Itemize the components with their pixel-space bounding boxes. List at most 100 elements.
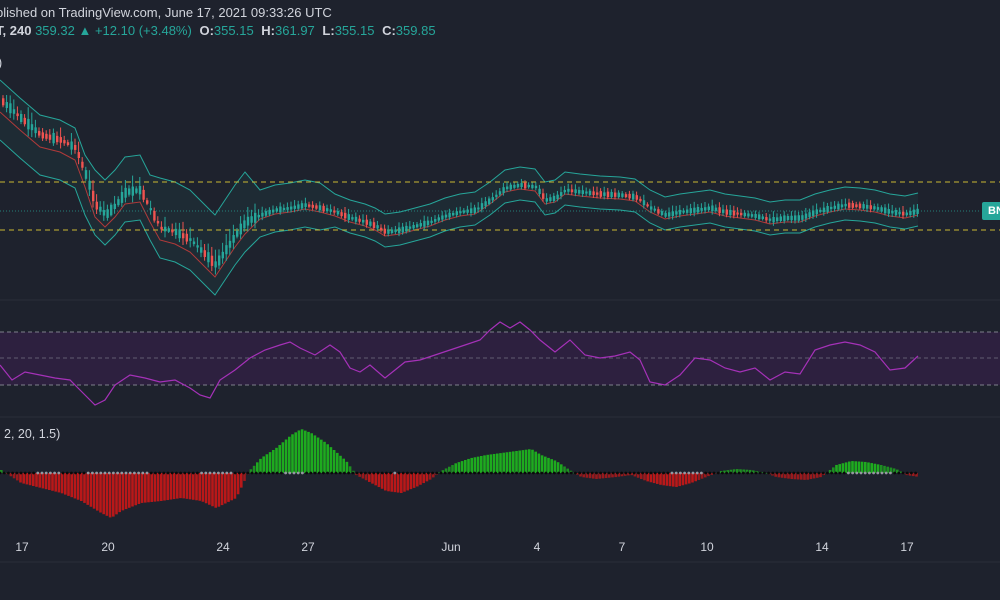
squeeze-dot: [309, 471, 313, 475]
squeeze-dot: [561, 471, 565, 475]
squeeze-dot: [842, 471, 846, 475]
squeeze-dot: [175, 471, 178, 475]
candle-body: [264, 211, 268, 216]
squeeze-dot: [569, 471, 573, 475]
squeeze-dot: [414, 471, 418, 475]
momentum-bar: [860, 461, 864, 473]
squeeze-dot: [910, 471, 913, 475]
squeeze-dot: [897, 471, 901, 475]
squeeze-dot: [149, 471, 153, 475]
squeeze-dot: [674, 471, 678, 475]
candle-body: [599, 191, 602, 197]
squeeze-dot: [733, 471, 737, 475]
candle-body: [786, 216, 790, 220]
momentum-bar: [553, 460, 557, 473]
squeeze-dot: [208, 471, 212, 475]
candle-body: [524, 182, 527, 189]
momentum-bar: [889, 467, 893, 473]
x-tick: 17: [900, 540, 914, 554]
candle-body: [124, 187, 127, 198]
momentum-bar: [128, 473, 131, 508]
candle-body: [664, 212, 667, 217]
candle-body: [743, 212, 746, 217]
squeeze-dot: [742, 471, 745, 475]
candle-body: [592, 191, 595, 196]
momentum-bar: [348, 466, 352, 473]
momentum-bar: [384, 473, 387, 491]
squeeze-dot: [162, 471, 166, 475]
momentum-bar: [41, 473, 45, 489]
open-label: O:: [199, 23, 214, 38]
squeeze-dot: [338, 471, 342, 475]
momentum-bar: [364, 473, 368, 481]
squeeze-dot: [800, 471, 804, 475]
squeeze-dot: [725, 471, 728, 475]
momentum-bar: [832, 467, 835, 473]
momentum-bar: [742, 469, 745, 473]
momentum-bar: [275, 447, 278, 473]
candle-body: [351, 217, 354, 220]
candle-body: [128, 188, 131, 195]
squeeze-dot: [334, 471, 338, 475]
squeeze-dot: [250, 471, 254, 475]
candle-body: [898, 211, 901, 215]
candle-body: [808, 212, 811, 218]
squeeze-dot: [628, 471, 632, 475]
momentum-bar: [118, 473, 121, 513]
momentum-bar: [124, 473, 128, 510]
momentum-bar: [512, 451, 515, 473]
squeeze-dot: [107, 471, 111, 475]
momentum-bar: [217, 473, 221, 507]
candle-body: [491, 197, 494, 201]
momentum-bar: [112, 473, 115, 517]
candle-body: [383, 228, 386, 234]
squeeze-dot: [901, 471, 905, 475]
high-value: 361.97: [275, 23, 315, 38]
candle-body: [178, 229, 181, 239]
squeeze-dot: [78, 471, 82, 475]
momentum-bar: [51, 473, 54, 491]
momentum-bar: [844, 462, 848, 473]
candle-body: [390, 229, 394, 233]
candle-body: [700, 207, 703, 211]
squeeze-dot: [137, 471, 141, 475]
momentum-bar: [867, 462, 870, 473]
momentum-bar: [601, 473, 605, 479]
candle-body: [12, 109, 16, 114]
candle-body: [146, 200, 149, 204]
candle-body: [855, 204, 858, 208]
momentum-bar: [166, 473, 169, 501]
squeeze-dot: [527, 471, 531, 475]
candle-body: [909, 211, 912, 216]
momentum-bar: [371, 473, 374, 484]
momentum-bar: [44, 473, 48, 490]
candle-body: [851, 203, 854, 208]
momentum-bar: [403, 473, 406, 492]
squeeze-dot: [271, 471, 275, 475]
candle-body: [470, 208, 473, 214]
candle-body: [466, 209, 469, 213]
candle-body: [142, 189, 145, 200]
squeeze-dot: [225, 471, 229, 475]
squeeze-dot: [792, 471, 796, 475]
candle-body: [394, 229, 397, 233]
momentum-bar: [35, 473, 38, 487]
squeeze-dot: [0, 471, 2, 475]
squeeze-dot: [687, 471, 691, 475]
squeeze-dot: [359, 471, 363, 475]
momentum-bar: [406, 473, 409, 491]
momentum-bar: [700, 473, 704, 479]
squeeze-dot: [679, 471, 682, 475]
squeeze-dot: [637, 471, 640, 475]
candle-body: [646, 204, 649, 207]
squeeze-dot: [544, 471, 548, 475]
momentum-bar: [320, 439, 323, 473]
momentum-bar: [582, 473, 585, 478]
squeeze-dot: [511, 471, 514, 475]
momentum-bar: [486, 454, 489, 473]
candle-body: [372, 222, 376, 229]
candle-body: [873, 206, 876, 210]
candle-body: [167, 228, 170, 232]
momentum-bar: [649, 473, 653, 483]
